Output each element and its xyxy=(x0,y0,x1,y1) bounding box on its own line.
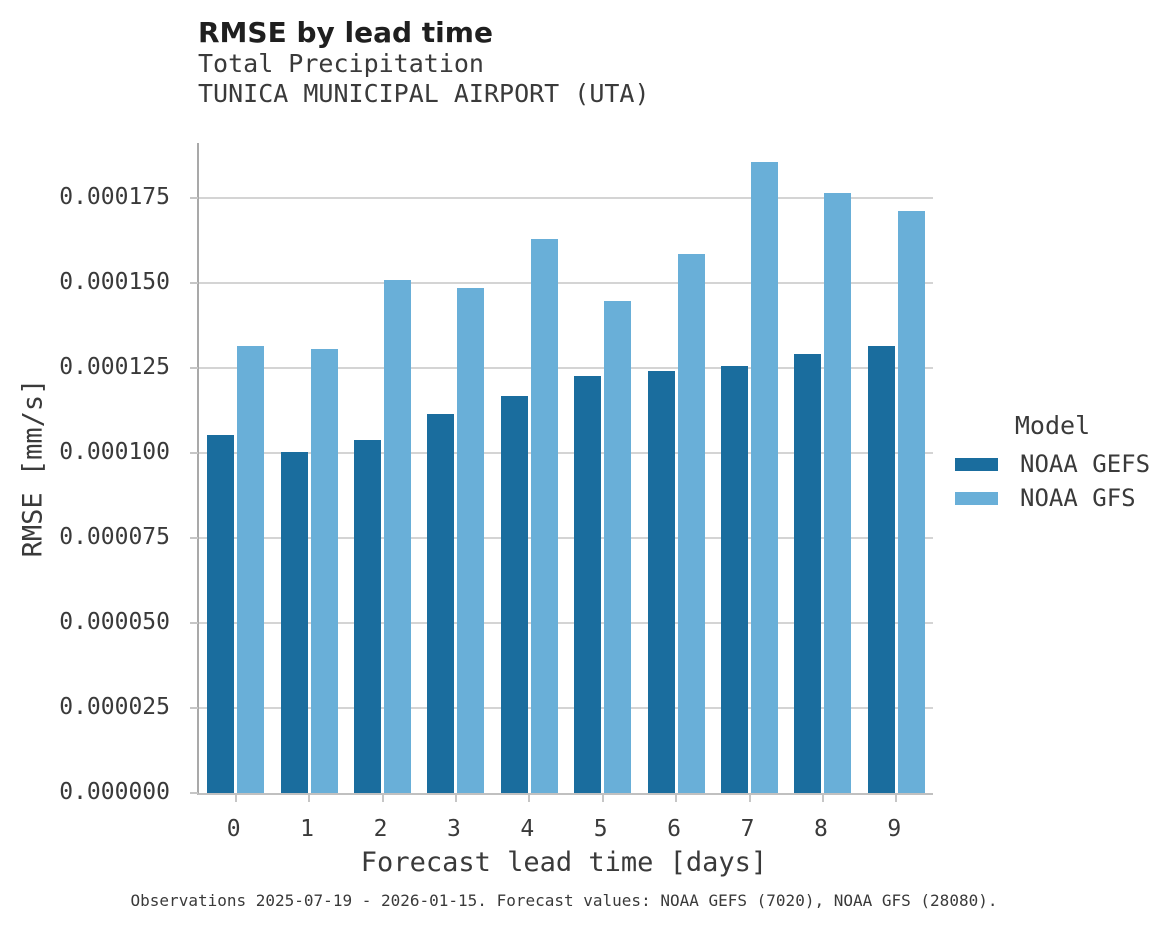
legend-entries: NOAA GEFS NOAA GFS xyxy=(955,447,1165,515)
x-axis-labels: 0 1 2 3 4 5 6 7 8 9 xyxy=(197,815,931,843)
legend: Model NOAA GEFS NOAA GFS xyxy=(955,411,1165,515)
y-tick-label: 0.000175 xyxy=(59,184,170,210)
y-tick-mark xyxy=(190,367,198,369)
gridline xyxy=(199,707,933,709)
bar-noaa-gfs-day-9 xyxy=(897,210,925,793)
x-tick-mark xyxy=(601,795,604,802)
chart-title: RMSE by lead time xyxy=(198,16,493,49)
bar-group-day-7 xyxy=(713,143,786,793)
y-tick-label: 0.000000 xyxy=(59,779,170,805)
bar-noaa-gfs-day-3 xyxy=(457,288,485,793)
legend-entry-noaa-gfs: NOAA GFS xyxy=(955,481,1165,515)
y-tick-label: 0.000050 xyxy=(59,609,170,635)
legend-title: Model xyxy=(1014,411,1091,440)
x-tick-label: 6 xyxy=(667,816,682,842)
caption: Observations 2025-07-19 - 2026-01-15. Fo… xyxy=(130,891,998,910)
bar-noaa-gfs-day-0 xyxy=(237,345,265,793)
bar-noaa-gefs-day-2 xyxy=(354,440,382,793)
y-tick-label: 0.000125 xyxy=(59,354,170,380)
x-tick-mark xyxy=(381,795,384,802)
x-tick-label: 0 xyxy=(226,816,241,842)
y-tick-mark xyxy=(190,282,198,284)
x-tick-label: 2 xyxy=(373,816,388,842)
y-tick-mark xyxy=(190,537,198,539)
y-tick-mark xyxy=(190,707,198,709)
x-tick-mark xyxy=(821,795,824,802)
header: RMSE by lead time Total Precipitation TU… xyxy=(198,16,650,109)
x-tick-mark xyxy=(895,795,898,802)
bar-noaa-gefs-day-8 xyxy=(794,354,822,793)
bar-noaa-gfs-day-2 xyxy=(384,279,412,793)
legend-swatch xyxy=(955,457,998,471)
bar-group-day-0 xyxy=(199,143,272,793)
bar-noaa-gefs-day-1 xyxy=(280,452,308,793)
bar-noaa-gfs-day-7 xyxy=(751,162,779,793)
gridline xyxy=(199,452,933,454)
x-tick-mark xyxy=(748,795,751,802)
chart-subtitle-variable: Total Precipitation xyxy=(198,49,484,78)
bar-group-day-5 xyxy=(566,143,639,793)
x-tick-label: 8 xyxy=(813,816,828,842)
bar-noaa-gfs-day-5 xyxy=(604,300,632,793)
y-tick-label: 0.000075 xyxy=(59,524,170,550)
y-tick-mark xyxy=(190,622,198,624)
y-tick-label: 0.000025 xyxy=(59,694,170,720)
bar-noaa-gefs-day-7 xyxy=(721,366,749,793)
bar-group-day-9 xyxy=(860,143,933,793)
legend-label: NOAA GFS xyxy=(1020,484,1136,512)
bar-noaa-gefs-day-3 xyxy=(427,413,455,793)
bar-noaa-gefs-day-4 xyxy=(500,395,528,793)
bar-group-day-1 xyxy=(272,143,345,793)
y-tick-mark xyxy=(190,197,198,199)
y-tick-mark xyxy=(190,452,198,454)
bar-group-day-6 xyxy=(639,143,712,793)
y-axis-labels: 0.000000 0.000025 0.000050 0.000075 0.000100… xyxy=(0,143,170,805)
bar-noaa-gfs-day-4 xyxy=(530,238,558,793)
y-tick-label: 0.000100 xyxy=(59,439,170,465)
bar-noaa-gfs-day-8 xyxy=(824,192,852,793)
gridline xyxy=(199,197,933,199)
x-tick-mark xyxy=(308,795,311,802)
plot-area xyxy=(190,143,933,802)
bar-group-day-3 xyxy=(419,143,492,793)
y-tick-label: 0.000150 xyxy=(59,269,170,295)
y-tick-mark xyxy=(190,792,198,794)
gridline xyxy=(199,622,933,624)
gridline xyxy=(199,282,933,284)
bar-group-day-2 xyxy=(346,143,419,793)
bar-noaa-gefs-day-9 xyxy=(867,345,895,793)
x-tick-label: 4 xyxy=(520,816,535,842)
gridline xyxy=(199,367,933,369)
gridline xyxy=(199,537,933,539)
x-tick-label: 3 xyxy=(446,816,461,842)
x-tick-mark xyxy=(454,795,457,802)
x-tick-label: 1 xyxy=(300,816,315,842)
x-tick-label: 7 xyxy=(740,816,755,842)
bar-group-day-4 xyxy=(493,143,566,793)
x-tick-label: 5 xyxy=(593,816,608,842)
legend-entry-noaa-gefs: NOAA GEFS xyxy=(955,447,1165,481)
bar-noaa-gefs-day-6 xyxy=(647,371,675,793)
x-tick-mark xyxy=(234,795,237,802)
bar-noaa-gfs-day-1 xyxy=(310,348,338,793)
bar-noaa-gefs-day-0 xyxy=(207,435,235,793)
chart-subtitle-station: TUNICA MUNICIPAL AIRPORT (UTA) xyxy=(198,79,650,108)
bar-group-day-8 xyxy=(786,143,859,793)
x-tick-mark xyxy=(675,795,678,802)
x-tick-mark xyxy=(528,795,531,802)
bars-container xyxy=(199,143,933,793)
legend-swatch xyxy=(955,491,998,505)
x-tick-label: 9 xyxy=(887,816,902,842)
x-axis-title: Forecast lead time [days] xyxy=(360,847,768,878)
bar-noaa-gefs-day-5 xyxy=(574,376,602,793)
bar-noaa-gfs-day-6 xyxy=(677,254,705,793)
legend-label: NOAA GEFS xyxy=(1020,450,1151,478)
